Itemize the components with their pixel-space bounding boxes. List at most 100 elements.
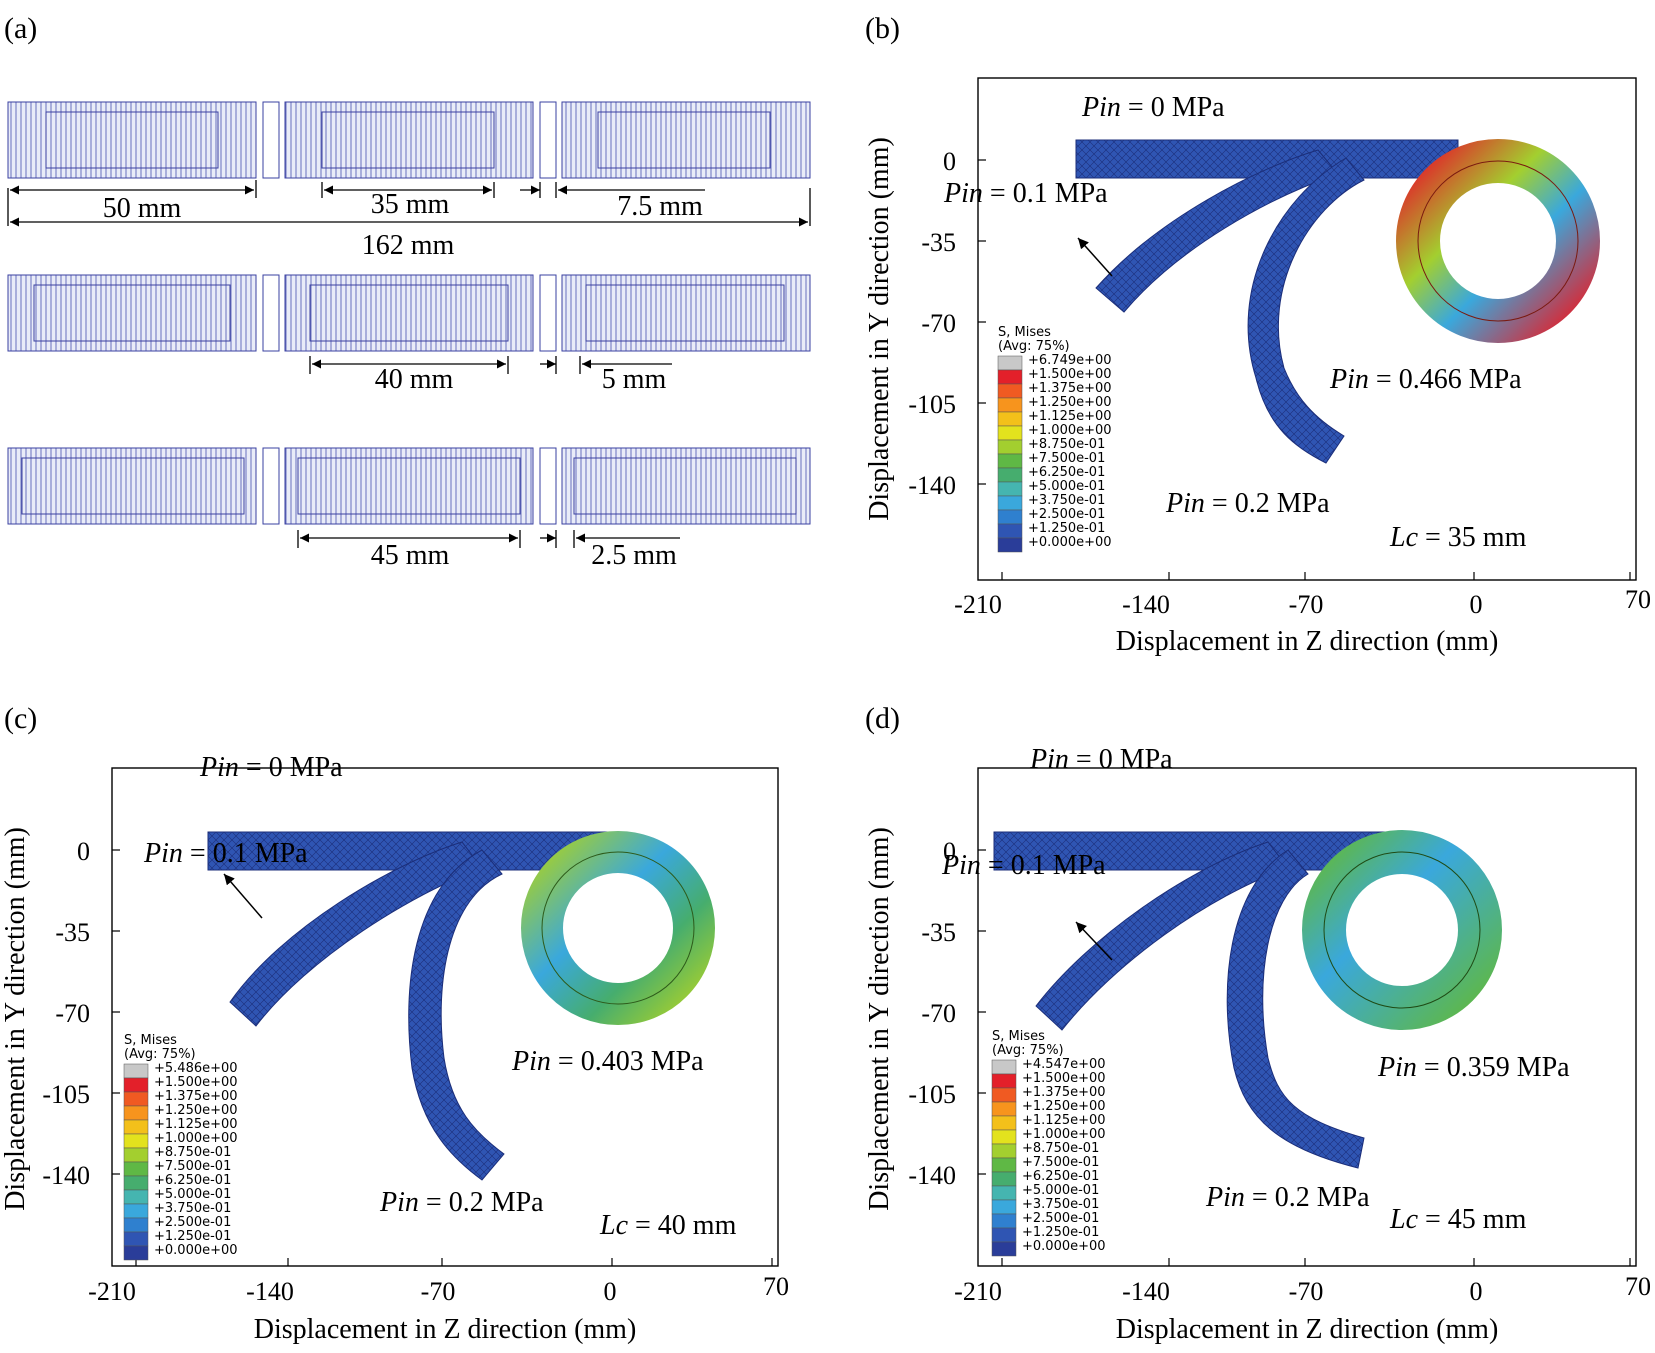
- legend-swatch: [997, 355, 1023, 371]
- legend-value: +7.500e-01: [1022, 1155, 1099, 1170]
- legend-swatch: [123, 1203, 149, 1219]
- legend-value: +2.500e-01: [1022, 1211, 1099, 1226]
- xtick-140: -140: [1122, 590, 1170, 619]
- legend-swatch: [997, 453, 1023, 469]
- legend-max: +6.749e+00: [1028, 353, 1112, 368]
- pressure-02: Pin = 0.2 MPa: [1165, 488, 1330, 519]
- legend-swatch: [997, 383, 1023, 399]
- legend-value: +0.000e+00: [154, 1243, 238, 1258]
- ytick-35: -35: [55, 918, 90, 947]
- xtick-70-pos: 70: [1625, 1272, 1651, 1301]
- actuator-row-3: [7, 447, 811, 525]
- legend-swatch: [991, 1087, 1017, 1103]
- legend-swatch: [997, 425, 1023, 441]
- legend-value: +5.000e-01: [1022, 1183, 1099, 1198]
- xtick-140: -140: [246, 1277, 294, 1306]
- legend-value: +1.125e+00: [154, 1117, 238, 1132]
- legend-value: +3.750e-01: [154, 1201, 231, 1216]
- legend-swatch: [991, 1115, 1017, 1131]
- arrow-pin-01: [1077, 237, 1113, 277]
- pressure-02: Pin = 0.2 MPa: [379, 1187, 544, 1218]
- actuator-row-2: [7, 274, 811, 352]
- ytick-105: -105: [908, 1080, 956, 1109]
- legend-swatch: [123, 1189, 149, 1205]
- pressure-max: Pin = 0.359 MPa: [1377, 1052, 1570, 1083]
- tick-marks: [978, 849, 1631, 1266]
- legend-title: S, Mises: [998, 325, 1051, 340]
- legend-swatch: [123, 1105, 149, 1121]
- legend-value: +1.250e-01: [154, 1229, 231, 1244]
- pressure-01: Pin = 0.1 MPa: [143, 838, 308, 869]
- legend-subtitle: (Avg: 75%): [124, 1047, 196, 1062]
- pressure-0: Pin = 0 MPa: [1029, 744, 1173, 775]
- pressure-max: Pin = 0.403 MPa: [511, 1046, 704, 1077]
- legend-max: +4.547e+00: [1022, 1057, 1106, 1072]
- dim-5mm: 5 mm: [602, 364, 667, 395]
- legend-swatch: [991, 1185, 1017, 1201]
- xtick-70: -70: [1289, 1277, 1324, 1306]
- tick-marks: [112, 849, 773, 1266]
- y-axis-label: Displacement in Y direction (mm): [864, 137, 895, 521]
- legend-value: +3.750e-01: [1022, 1197, 1099, 1212]
- legend-swatch: [991, 1171, 1017, 1187]
- legend-swatch: [997, 369, 1023, 385]
- xtick-140: -140: [1122, 1277, 1170, 1306]
- stress-legend: S, Mises (Avg: 75%) +5.486e+00 +1.500e+0…: [123, 1033, 238, 1261]
- dim-45mm: 45 mm: [371, 540, 450, 571]
- legend-value: +1.250e+00: [154, 1103, 238, 1118]
- ytick-70: -70: [921, 999, 956, 1028]
- legend-value: +1.000e+00: [1022, 1127, 1106, 1142]
- deformation-shapes: [207, 831, 715, 1181]
- panel-b-label: (b): [865, 12, 900, 45]
- ytick-140: -140: [908, 471, 956, 500]
- legend-value: +1.250e-01: [1028, 521, 1105, 536]
- ytick-105: -105: [42, 1080, 90, 1109]
- xtick-210: -210: [954, 590, 1002, 619]
- xtick-70: -70: [421, 1277, 456, 1306]
- legend-value: +1.500e+00: [154, 1075, 238, 1090]
- xtick-0: 0: [1470, 1277, 1483, 1306]
- stress-legend: S, Mises (Avg: 75%) +6.749e+00 +1.500e+0…: [997, 325, 1112, 553]
- legend-swatch: [123, 1063, 149, 1079]
- dim-2-5mm: 2.5 mm: [591, 540, 677, 571]
- legend-value: +8.750e-01: [1022, 1141, 1099, 1156]
- xtick-0: 0: [1470, 590, 1483, 619]
- legend-swatch: [997, 495, 1023, 511]
- panel-c-label: (c): [4, 702, 37, 735]
- legend-max: +5.486e+00: [154, 1061, 238, 1076]
- legend-subtitle: (Avg: 75%): [998, 339, 1070, 354]
- legend-swatch: [997, 467, 1023, 483]
- xtick-210: -210: [88, 1277, 136, 1306]
- legend-value: +1.125e+00: [1028, 409, 1112, 424]
- legend-value: +1.250e+00: [1028, 395, 1112, 410]
- legend-value: +1.250e-01: [1022, 1225, 1099, 1240]
- panel-c: (c) 0 -35 -70 -105 -140 -210 -140 -70 0 …: [0, 702, 789, 1345]
- legend-value: +1.375e+00: [154, 1089, 238, 1104]
- legend-swatch: [123, 1133, 149, 1149]
- legend-value: +5.000e-01: [154, 1187, 231, 1202]
- dim-162mm: 162 mm: [362, 230, 455, 261]
- legend-value: +6.250e-01: [1028, 465, 1105, 480]
- legend-value: +3.750e-01: [1028, 493, 1105, 508]
- xtick-0: 0: [604, 1277, 617, 1306]
- legend-swatch: [123, 1091, 149, 1107]
- legend-swatch: [997, 481, 1023, 497]
- legend-swatch: [997, 537, 1023, 553]
- pressure-02: Pin = 0.2 MPa: [1205, 1182, 1370, 1213]
- pressure-0: Pin = 0 MPa: [1081, 92, 1225, 123]
- xtick-70-pos: 70: [763, 1272, 789, 1301]
- legend-swatch: [991, 1241, 1017, 1257]
- y-axis-label: Displacement in Y direction (mm): [0, 827, 31, 1211]
- legend-swatch: [123, 1231, 149, 1247]
- dimension-lines-row-3: [297, 530, 680, 548]
- legend-value: +7.500e-01: [154, 1159, 231, 1174]
- legend-value: +8.750e-01: [154, 1145, 231, 1160]
- panel-a: (a) 50 mm 35 mm 7.5 mm 162 mm: [4, 12, 811, 571]
- legend-value: +6.250e-01: [1022, 1169, 1099, 1184]
- pressure-max: Pin = 0.466 MPa: [1329, 364, 1522, 395]
- legend-swatch: [123, 1077, 149, 1093]
- dim-35mm: 35 mm: [371, 189, 450, 220]
- legend-swatch: [991, 1157, 1017, 1173]
- arrow-pin-01: [223, 873, 263, 919]
